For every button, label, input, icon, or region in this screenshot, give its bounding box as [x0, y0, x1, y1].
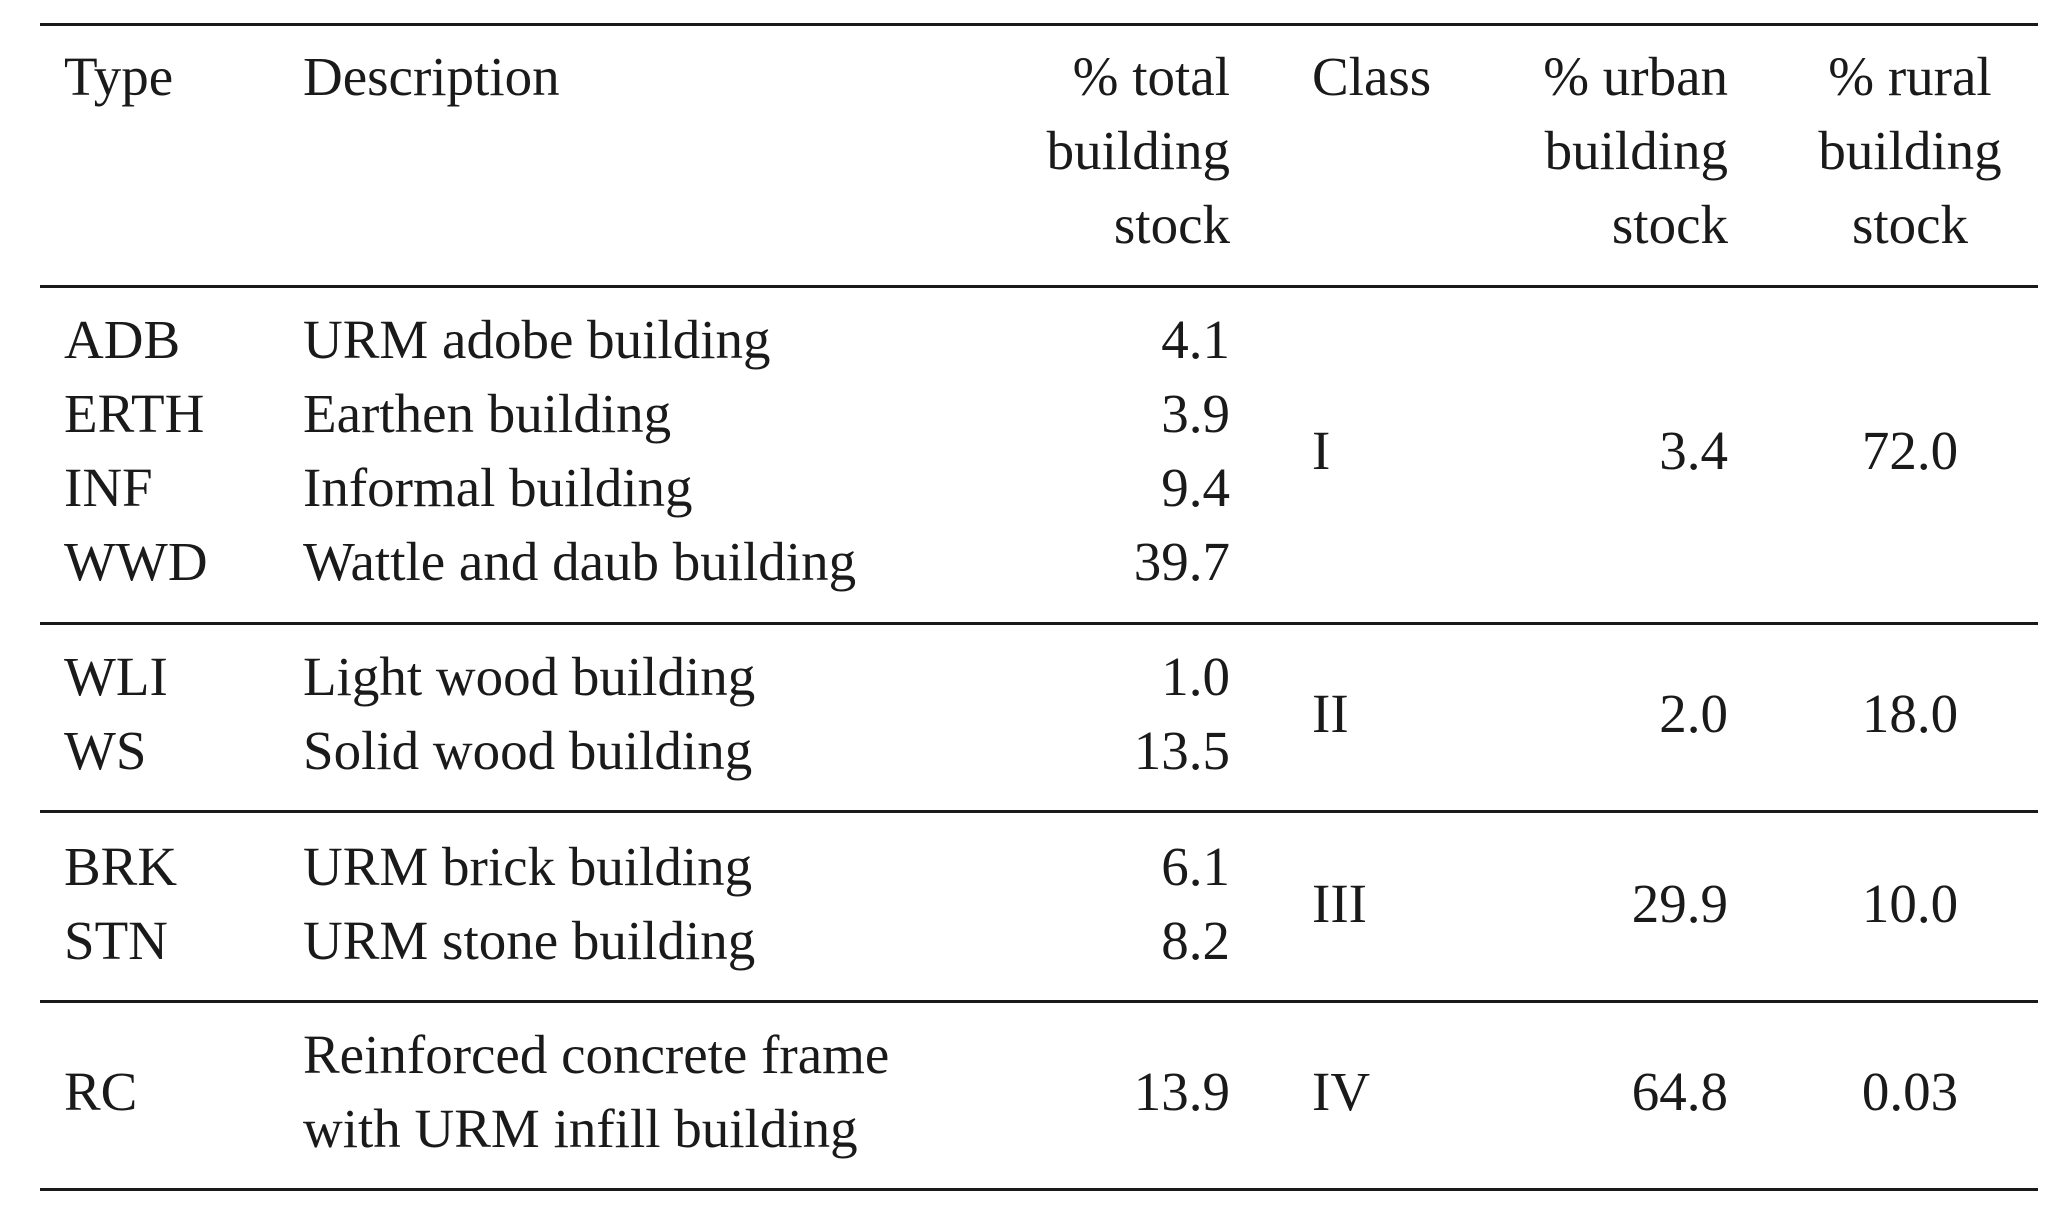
top-rule — [40, 23, 2038, 26]
type-cell: INF — [64, 457, 153, 518]
header-urban-line1: % urban — [1543, 46, 1728, 107]
type-cell: WWD — [64, 531, 208, 592]
type-cell: WS — [64, 720, 147, 781]
rural-cell: 18.0 — [1861, 683, 1959, 744]
description-cell-line2: with URM infill building — [303, 1098, 858, 1159]
header-rural-line2: building — [1818, 120, 2002, 181]
bottom-rule — [40, 1188, 2038, 1191]
urban-cell: 29.9 — [1631, 873, 1728, 934]
total-cell: 9.4 — [1161, 457, 1230, 518]
urban-cell: 2.0 — [1659, 683, 1728, 744]
total-cell: 6.1 — [1161, 836, 1230, 897]
description-cell: Light wood building — [303, 646, 756, 707]
description-cell: Solid wood building — [303, 720, 753, 781]
total-cell: 39.7 — [1133, 531, 1230, 592]
description-cell: URM adobe building — [303, 309, 771, 370]
header-rural-line3: stock — [1851, 194, 1969, 255]
description-cell: Informal building — [303, 457, 693, 518]
rural-cell: 10.0 — [1861, 873, 1959, 934]
type-cell: ADB — [64, 309, 181, 370]
rural-cell: 72.0 — [1861, 420, 1959, 481]
class-cell: IV — [1312, 1061, 1371, 1122]
group-rule — [40, 622, 2038, 625]
header-type: Type — [64, 46, 174, 107]
class-cell: III — [1312, 873, 1367, 934]
urban-cell: 3.4 — [1659, 420, 1728, 481]
description-cell: Wattle and daub building — [303, 531, 857, 592]
group-rule — [40, 1000, 2038, 1003]
header-total-line3: stock — [1113, 194, 1230, 255]
description-cell-line1: Reinforced concrete frame — [303, 1024, 890, 1085]
total-cell: 4.1 — [1161, 309, 1230, 370]
class-cell: II — [1312, 683, 1349, 744]
header-urban-line3: stock — [1611, 194, 1728, 255]
header-urban-line2: building — [1544, 120, 1728, 181]
type-cell: WLI — [64, 646, 168, 707]
group-rule — [40, 810, 2038, 813]
header-class: Class — [1312, 46, 1432, 107]
total-cell: 1.0 — [1161, 646, 1230, 707]
type-cell: ERTH — [64, 383, 205, 444]
header-rural-line1: % rural — [1828, 46, 1992, 107]
total-cell: 13.9 — [1133, 1061, 1230, 1122]
header-urban-stock: % urban building stock — [1440, 40, 1728, 262]
description-cell: Earthen building — [303, 383, 672, 444]
description-cell: URM brick building — [303, 836, 753, 897]
class-cell: I — [1312, 420, 1331, 481]
header-total-line2: building — [1046, 120, 1230, 181]
type-cell: BRK — [64, 836, 178, 897]
type-cell: RC — [64, 1061, 138, 1122]
description-cell: URM stone building — [303, 910, 756, 971]
total-cell: 13.5 — [1133, 720, 1230, 781]
header-total-line1: % total — [1072, 46, 1230, 107]
type-cell: STN — [64, 910, 168, 971]
header-rule — [40, 285, 2038, 288]
header-rural-stock: % rural building stock — [1760, 40, 2060, 262]
total-cell: 3.9 — [1161, 383, 1230, 444]
total-cell: 8.2 — [1161, 910, 1230, 971]
rural-cell: 0.03 — [1861, 1061, 1959, 1122]
urban-cell: 64.8 — [1631, 1061, 1728, 1122]
header-total-stock: % total building stock — [940, 40, 1230, 262]
header-description: Description — [303, 46, 560, 107]
